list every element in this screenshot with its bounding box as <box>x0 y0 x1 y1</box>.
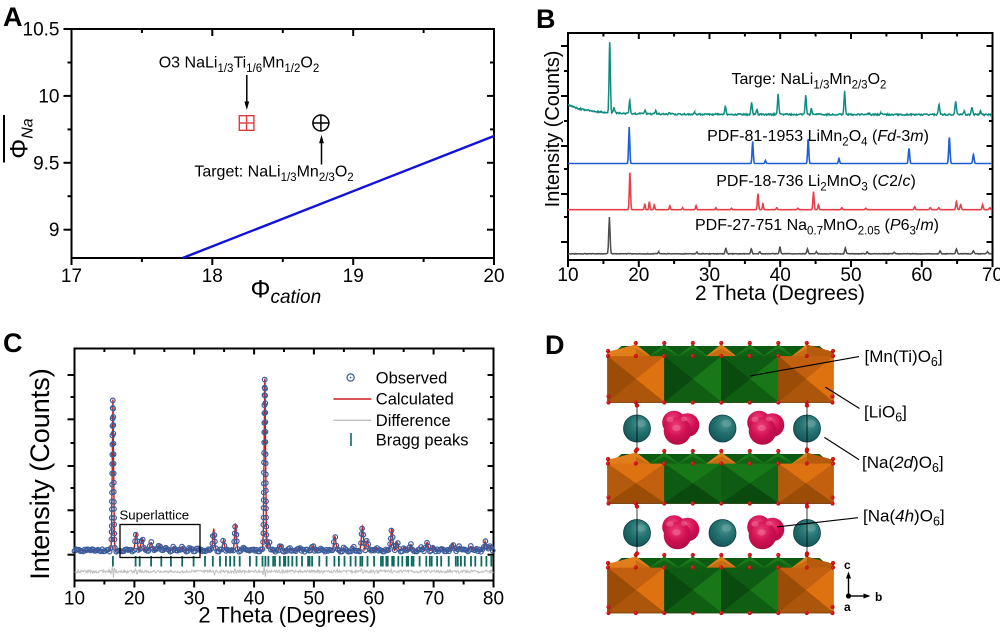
svg-text:[LiO6​]: [LiO6​] <box>864 403 907 425</box>
svg-text:c: c <box>844 558 851 572</box>
svg-text:Superlattice: Superlattice <box>120 508 190 523</box>
svg-text:PDF-18-736 Li2​MnO3​ (C2/c): PDF-18-736 Li2​MnO3​ (C2/c) <box>716 173 916 194</box>
svg-text:O3 NaLi1/3​Ti1/6​Mn1/2​O2​: O3 NaLi1/3​Ti1/6​Mn1/2​O2​ <box>159 55 320 76</box>
svg-text:70: 70 <box>423 589 444 610</box>
svg-text:50: 50 <box>840 265 861 286</box>
svg-text:20: 20 <box>483 266 504 287</box>
svg-text:b: b <box>875 590 882 604</box>
svg-text:Calculated: Calculated <box>376 391 454 409</box>
svg-text:PDF-81-1953 LiMn2​O4​ (Fd-3m): PDF-81-1953 LiMn2​O4​ (Fd-3m) <box>707 128 929 149</box>
svg-text:30: 30 <box>699 265 720 286</box>
svg-text:10: 10 <box>64 589 85 610</box>
svg-text:60: 60 <box>363 589 384 610</box>
svg-text:17: 17 <box>61 266 82 287</box>
svg-text:20: 20 <box>628 265 649 286</box>
svg-text:60: 60 <box>911 265 932 286</box>
svg-text:18: 18 <box>202 266 223 287</box>
svg-text:Φcation: Φcation <box>251 276 322 309</box>
svg-text:Target: NaLi1/3​Mn2/3​O2​: Target: NaLi1/3​Mn2/3​O2​ <box>194 164 353 185</box>
svg-text:50: 50 <box>303 589 324 610</box>
svg-text:2 Theta (Degrees): 2 Theta (Degrees) <box>198 603 376 628</box>
svg-text:40: 40 <box>244 589 265 610</box>
svg-text:D: D <box>545 330 565 360</box>
svg-text:30: 30 <box>184 589 205 610</box>
svg-text:Bragg peaks: Bragg peaks <box>376 432 469 450</box>
svg-text:2 Theta (Degrees): 2 Theta (Degrees) <box>695 282 865 305</box>
svg-text:Intensity (Counts): Intensity (Counts) <box>542 51 564 208</box>
svg-text:9.5: 9.5 <box>33 153 59 174</box>
svg-text:10.5: 10.5 <box>23 20 60 41</box>
svg-text:B: B <box>536 4 556 34</box>
svg-text:[Na(2d)O6​]: [Na(2d)O6​] <box>862 453 944 475</box>
svg-text:40: 40 <box>770 265 791 286</box>
svg-text:80: 80 <box>483 589 504 610</box>
svg-text:9: 9 <box>49 220 60 241</box>
svg-text:Observed: Observed <box>376 370 448 388</box>
svg-text:19: 19 <box>343 266 364 287</box>
svg-text:[Mn(Ti)O6​]: [Mn(Ti)O6​] <box>865 347 943 369</box>
svg-text:[Na(4h)O6​]: [Na(4h)O6​] <box>863 507 945 529</box>
svg-text:a: a <box>844 600 851 614</box>
svg-text:C: C <box>3 328 23 358</box>
svg-text:Targe: NaLi1/3​Mn2/3​O2​: Targe: NaLi1/3​Mn2/3​O2​ <box>732 71 887 92</box>
svg-text:PDF-27-751 Na0.7​MnO2.05​ (P63: PDF-27-751 Na0.7​MnO2.05​ (P63/m) <box>695 217 939 238</box>
svg-text:Difference: Difference <box>376 412 451 430</box>
svg-text:10: 10 <box>38 86 59 107</box>
svg-text:ΦNa: ΦNa <box>6 118 37 159</box>
svg-text:70: 70 <box>982 265 1000 286</box>
svg-text:Intensity (Counts): Intensity (Counts) <box>25 368 55 580</box>
svg-text:10: 10 <box>557 265 578 286</box>
svg-text:20: 20 <box>124 589 145 610</box>
svg-text:A: A <box>3 2 23 32</box>
